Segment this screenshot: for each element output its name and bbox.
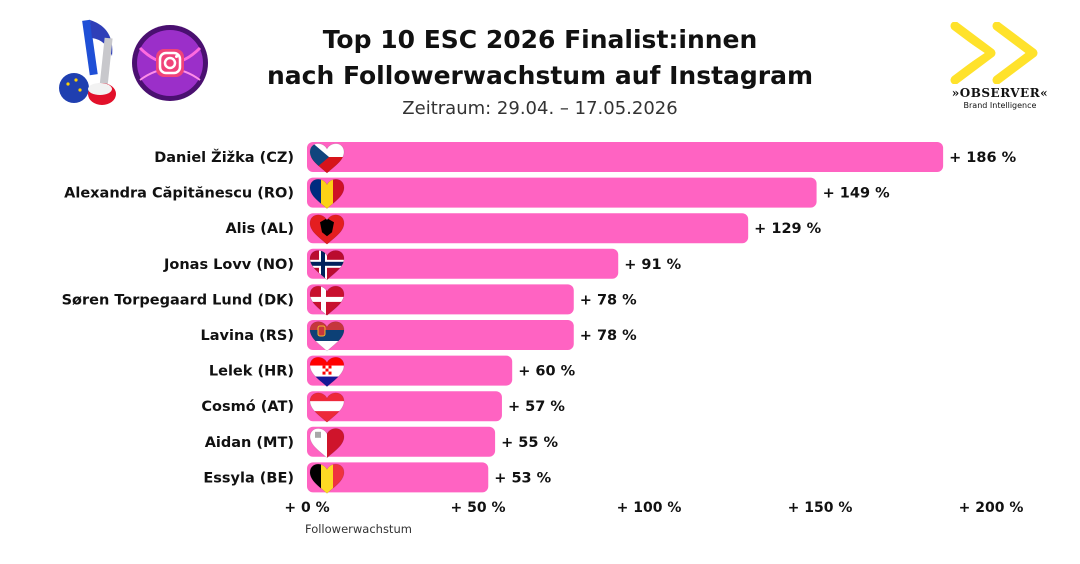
bar (307, 320, 574, 350)
data-label: + 60 % (518, 364, 575, 380)
data-label: + 129 % (754, 221, 822, 237)
data-label: + 149 % (823, 186, 891, 202)
bar-row: Essyla (BE) + 53 % (203, 462, 552, 494)
data-label: + 78 % (580, 328, 637, 344)
category-label: Alexandra Căpitănescu (RO) (64, 186, 294, 202)
bar (307, 355, 513, 386)
bar (307, 177, 817, 208)
observer-tagline: Brand Intelligence (963, 101, 1037, 110)
x-tick-label: + 50 % (451, 500, 506, 516)
observer-name: »OBSERVER« (951, 86, 1049, 100)
category-label: Essyla (BE) (203, 470, 294, 486)
data-label: + 78 % (580, 292, 637, 308)
x-tick-label: + 200 % (959, 500, 1024, 516)
bar-row: Cosmó (AT) + 57 % (201, 391, 565, 423)
flag-heart-ro-icon (309, 179, 345, 209)
flag-heart-be-icon (309, 463, 345, 494)
bar-row: Lelek (HR) + 60 % (209, 355, 576, 387)
bar-row: Alexandra Căpitănescu (RO) + 149 % (64, 177, 891, 209)
bar (307, 462, 489, 493)
data-label: + 186 % (949, 150, 1017, 166)
chart-title-line-1: Top 10 ESC 2026 Finalist:innen (322, 25, 758, 54)
observer-logo: »OBSERVER« Brand Intelligence (935, 21, 1065, 110)
bar-row: Jonas Lovv (NO) + 91 % (163, 248, 682, 281)
bar-row: Daniel Žižka (CZ) + 186 % (154, 142, 1017, 174)
category-label: Alis (AL) (225, 221, 294, 237)
x-axis-label: Followerwachstum (305, 522, 412, 536)
category-label: Lelek (HR) (209, 364, 294, 380)
category-label: Daniel Žižka (CZ) (154, 149, 294, 166)
category-label: Aidan (MT) (205, 435, 294, 451)
data-label: + 57 % (508, 399, 565, 415)
category-label: Lavina (RS) (201, 328, 294, 344)
bar (307, 213, 749, 244)
bar (307, 248, 619, 279)
bar (307, 284, 574, 315)
bar-row: Søren Torpegaard Lund (DK) + 78 % (62, 284, 637, 316)
data-label: + 53 % (494, 470, 551, 486)
bar-row: Alis (AL) + 129 % (225, 213, 822, 245)
instagram-icon (132, 25, 208, 101)
music-note-icon (59, 19, 116, 105)
title-block: Top 10 ESC 2026 Finalist:innen nach Foll… (200, 22, 880, 119)
bar-row: Aidan (MT) + 55 % (205, 426, 559, 459)
chart-title-line-2: nach Followerwachstum auf Instagram (266, 61, 814, 90)
category-label: Cosmó (AT) (201, 399, 294, 415)
chart-subtitle: Zeitraum: 29.04. – 17.05.2026 (402, 98, 678, 119)
category-label: Jonas Lovv (NO) (163, 257, 294, 273)
x-tick-label: + 150 % (788, 500, 853, 516)
x-tick-label: + 0 % (284, 500, 329, 516)
x-tick-label: + 100 % (617, 500, 682, 516)
bar (307, 391, 502, 422)
left-logos (40, 18, 210, 112)
category-label: Søren Torpegaard Lund (DK) (62, 292, 294, 308)
bar (307, 142, 944, 172)
observer-chevrons-icon (948, 21, 1038, 85)
bar-row: Lavina (RS) + 78 % (201, 320, 637, 352)
data-label: + 55 % (501, 435, 558, 451)
bar (307, 426, 496, 457)
data-label: + 91 % (624, 257, 681, 273)
